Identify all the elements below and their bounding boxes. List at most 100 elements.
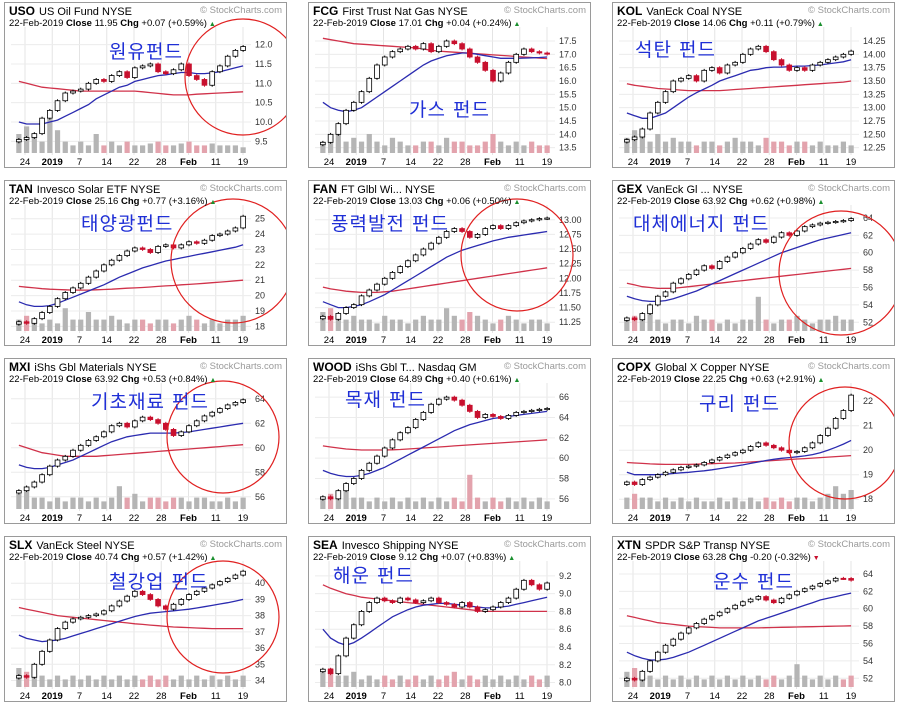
y-tick-label: 20 <box>863 445 873 455</box>
candle <box>77 615 84 621</box>
chart-header: GEX VanEck Gl ... NYSE <box>617 182 743 196</box>
volume-bar <box>147 497 153 509</box>
volume-bar <box>794 315 800 331</box>
candle <box>716 66 723 75</box>
volume-bar <box>436 679 442 687</box>
y-tick-label: 13.25 <box>863 89 886 99</box>
candle <box>670 281 677 294</box>
candle <box>85 438 92 447</box>
exchange: NYSE <box>739 362 770 374</box>
candle <box>39 649 45 666</box>
candle <box>809 584 816 591</box>
volume-bar <box>155 319 161 331</box>
volume-bar <box>85 312 92 331</box>
candle <box>147 415 154 422</box>
volume-bar <box>825 145 831 153</box>
candle <box>132 419 138 429</box>
volume-bar <box>366 501 372 509</box>
volume-bar <box>93 497 99 509</box>
candle <box>381 55 388 67</box>
close-value: 64.89 <box>398 374 423 385</box>
price-chart: 24 2019 7 14 22 28 Feb 11 19 64 62 60 58 56 <box>11 380 280 524</box>
candle <box>451 395 458 402</box>
volume-bar <box>505 679 512 687</box>
candle <box>124 594 130 603</box>
volume-bar <box>62 501 68 509</box>
candle <box>420 42 427 51</box>
volume-bar <box>490 679 496 687</box>
candle <box>459 398 465 407</box>
volume-bar <box>47 319 53 331</box>
candle <box>801 66 808 72</box>
candle <box>740 448 746 455</box>
x-tick-label: 22 <box>433 513 444 524</box>
volume-bar <box>732 497 738 509</box>
chart-date: 22-Feb-2019 <box>9 374 64 385</box>
candle <box>466 47 473 59</box>
ticker-symbol: SLX <box>9 538 33 552</box>
candle <box>778 58 785 67</box>
candle <box>451 227 458 233</box>
volume-bar <box>786 501 792 509</box>
candle <box>678 277 684 285</box>
candle <box>662 290 669 298</box>
volume-bar <box>647 497 653 509</box>
highlight-circle <box>184 18 286 136</box>
x-tick-label: 2019 <box>42 513 63 524</box>
candle <box>544 581 550 591</box>
volume-bar <box>848 490 854 509</box>
candle <box>201 414 208 423</box>
volume-bar <box>209 319 215 331</box>
candle <box>670 468 677 474</box>
candle <box>366 288 373 298</box>
x-tick-label: 28 <box>460 691 471 702</box>
volume-bar <box>170 145 177 153</box>
x-tick-label: 24 <box>324 335 335 346</box>
chart-date: 22-Feb-2019 <box>617 18 672 29</box>
watermark: © StockCharts.com <box>200 539 282 550</box>
volume-bar <box>748 497 754 509</box>
x-tick-label: 14 <box>405 335 416 346</box>
volume-bar <box>170 679 177 687</box>
y-tick-label: 40 <box>255 578 265 588</box>
chart-header: FAN FT Glbl Wi... NYSE <box>313 182 435 196</box>
candle <box>224 576 231 584</box>
volume-bar <box>358 679 365 687</box>
candle <box>108 258 115 267</box>
watermark: © StockCharts.com <box>808 539 890 550</box>
y-tick-label: 12.25 <box>863 143 886 153</box>
volume-bar <box>374 497 380 509</box>
candle <box>70 89 76 95</box>
candle <box>740 600 746 607</box>
fund-name: Invesco Solar ETF <box>36 184 128 196</box>
volume-bar <box>101 675 107 687</box>
x-tick-label: 24 <box>20 691 31 702</box>
x-tick-label: 2019 <box>346 335 367 346</box>
close-label: Close <box>674 18 700 29</box>
chg-label: Chg <box>120 552 140 563</box>
exchange: NYSE <box>102 6 132 18</box>
price-chart: 24 2019 7 14 22 28 Feb 11 19 12.0 11.5 11.0 10.5 10.0… <box>11 18 286 167</box>
x-tick-label: 7 <box>77 335 82 346</box>
candle <box>770 50 777 62</box>
x-tick-label: 28 <box>764 513 775 524</box>
candle <box>232 48 239 58</box>
volume-bar <box>366 134 372 153</box>
candle <box>647 303 653 316</box>
volume-bar <box>709 675 715 687</box>
x-tick-label: 14 <box>709 513 720 524</box>
x-tick-label: 24 <box>324 157 335 168</box>
volume-bar <box>70 497 76 509</box>
y-tick-label: 12.75 <box>559 229 582 239</box>
chart-date: 22-Feb-2019 <box>617 374 672 385</box>
candle <box>817 221 824 227</box>
annotation-label: 해운 펀드 <box>333 565 414 587</box>
y-tick-label: 62 <box>863 230 873 240</box>
volume-bar <box>655 319 661 331</box>
candle <box>528 578 535 587</box>
annotation-label: 풍력발전 펀드 <box>331 213 449 235</box>
volume-bar <box>778 319 785 331</box>
chg-label: Chg <box>120 196 140 207</box>
volume-bar <box>771 675 777 687</box>
candle <box>343 306 349 315</box>
